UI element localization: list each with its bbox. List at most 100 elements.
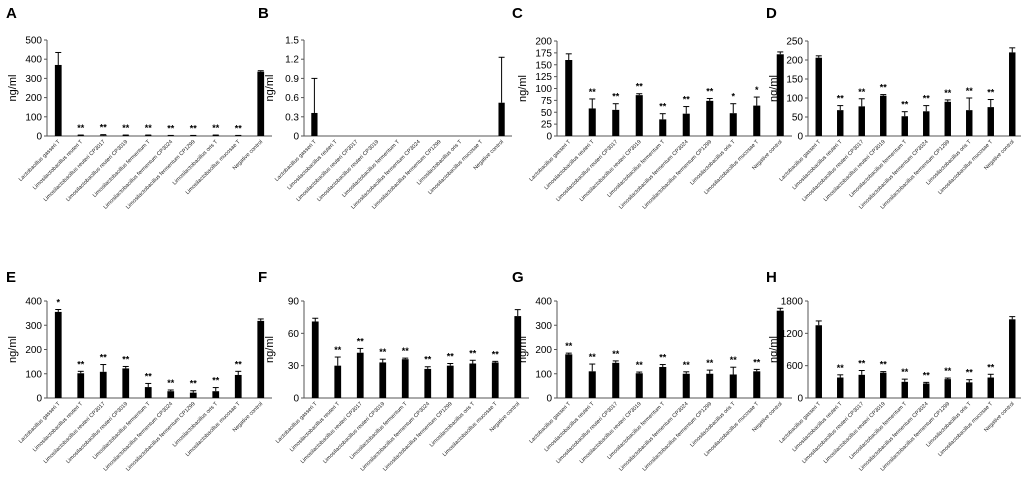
y-tick-label: 400	[25, 55, 42, 66]
bar	[311, 321, 319, 398]
bar	[944, 101, 951, 136]
chart-panel-a: A 0 100 200 300 400 500 ng/ml Lactobacillus gass…	[6, 5, 272, 211]
significance-mark: **	[469, 348, 477, 358]
significance-mark: **	[858, 87, 866, 97]
bar	[987, 377, 994, 398]
significance-mark: **	[334, 345, 342, 355]
bar	[588, 108, 596, 136]
bar	[682, 373, 690, 398]
significance-mark: *	[755, 85, 759, 95]
bar	[776, 54, 784, 136]
y-tick-label: 75	[541, 96, 553, 107]
y-tick-label: 0	[797, 132, 803, 143]
y-tick-label: 200	[786, 56, 803, 67]
y-tick-label: 0	[546, 394, 552, 405]
y-tick-label: 100	[535, 369, 552, 380]
y-axis-label: ng/ml	[7, 336, 19, 363]
y-tick-label: 0	[36, 132, 42, 143]
bar	[424, 368, 432, 398]
y-tick-label: 300	[535, 321, 552, 332]
y-tick-label: 1800	[781, 297, 804, 308]
significance-mark: **	[966, 86, 974, 96]
significance-mark: **	[447, 352, 455, 362]
bar	[1009, 52, 1016, 136]
bar	[901, 381, 908, 398]
x-tick-label: Limosilactobacillus oris T	[689, 139, 737, 187]
significance-mark: **	[901, 100, 909, 110]
bar	[815, 325, 822, 398]
significance-mark: **	[379, 347, 387, 357]
y-tick-label: 200	[535, 37, 552, 48]
y-tick-label: 300	[25, 321, 42, 332]
significance-mark: **	[122, 354, 130, 364]
bar	[776, 310, 784, 398]
y-tick-label: 100	[25, 369, 42, 380]
bar	[257, 320, 265, 398]
bar	[334, 365, 342, 398]
bar	[212, 391, 220, 398]
significance-mark: **	[167, 123, 175, 133]
significance-mark: **	[944, 366, 952, 376]
bar	[99, 135, 107, 136]
significance-mark: **	[966, 368, 974, 378]
significance-mark: **	[212, 376, 220, 386]
bar	[212, 135, 220, 136]
bar	[682, 113, 690, 136]
panel-letter: F	[258, 269, 267, 286]
significance-mark: **	[235, 123, 243, 133]
bar	[565, 60, 573, 136]
bar	[923, 111, 930, 136]
bar	[167, 391, 175, 398]
bar	[706, 100, 714, 136]
significance-mark: **	[880, 83, 888, 93]
y-tick-label: 175	[535, 48, 552, 59]
significance-mark: **	[880, 360, 888, 370]
significance-mark: **	[357, 336, 365, 346]
bar	[858, 374, 865, 398]
y-tick-label: 0.3	[285, 112, 299, 123]
y-tick-label: 400	[535, 297, 552, 308]
y-tick-label: 30	[288, 361, 300, 372]
significance-mark: **	[636, 82, 644, 92]
significance-mark: **	[612, 92, 620, 102]
panel-letter: C	[512, 5, 523, 22]
bar	[753, 371, 761, 398]
y-axis-label: ng/ml	[517, 336, 529, 363]
y-tick-label: 25	[541, 120, 553, 131]
y-tick-label: 500	[25, 36, 42, 47]
bar	[659, 366, 667, 398]
bar	[401, 359, 409, 398]
significance-mark: **	[837, 94, 845, 104]
bar	[635, 95, 643, 136]
bar	[469, 363, 477, 398]
y-tick-label: 100	[786, 94, 803, 105]
y-tick-label: 100	[25, 112, 42, 123]
x-tick-label: Lactobacillus gasseri T	[18, 139, 62, 183]
bar	[880, 95, 887, 136]
bar	[356, 352, 364, 398]
y-tick-label: 0	[293, 394, 299, 405]
x-tick-label: Lactobacillus gasseri T	[275, 401, 319, 445]
bar	[706, 373, 714, 398]
x-tick-label: Lactobacillus gasseri T	[528, 139, 572, 183]
y-tick-label: 0.9	[285, 74, 299, 85]
bar	[311, 112, 318, 136]
panel-letter: B	[258, 5, 269, 22]
chart-panel-g: G 0 100 200 300 400 ng/ml ** Lactobacillus gasse…	[512, 269, 792, 473]
x-tick-label: Limosilactobacillus oris T	[689, 401, 737, 449]
bar	[837, 110, 844, 136]
significance-mark: **	[589, 87, 597, 97]
bar	[659, 119, 667, 136]
panel-letter: A	[6, 5, 17, 22]
significance-mark: **	[589, 352, 597, 362]
bar	[379, 362, 387, 398]
y-tick-label: 0	[797, 394, 803, 405]
significance-mark: **	[190, 123, 198, 133]
significance-mark: **	[100, 353, 108, 363]
y-axis-label: ng/ml	[7, 75, 19, 102]
bar	[54, 311, 62, 398]
bar	[612, 109, 620, 136]
y-tick-label: 1.2	[285, 55, 299, 66]
